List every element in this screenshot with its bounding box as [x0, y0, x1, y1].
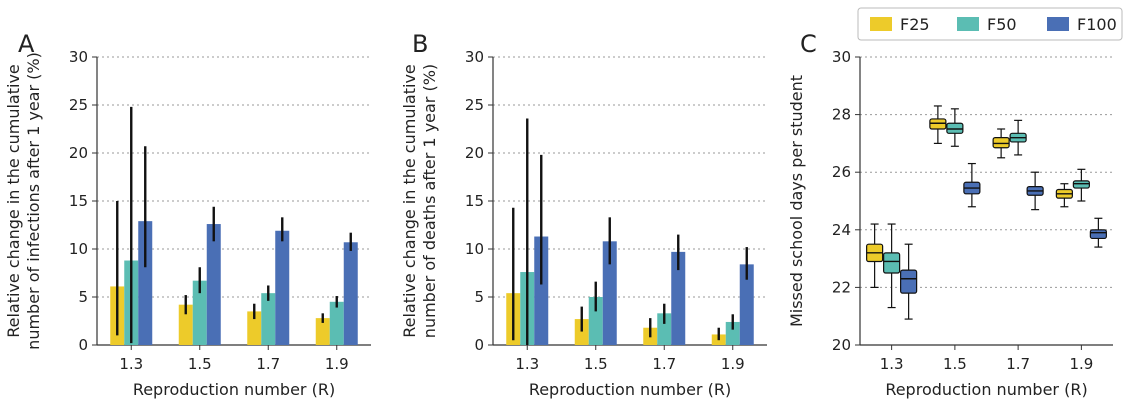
legend-swatch-f100 — [1047, 17, 1069, 31]
box-f25 — [929, 118, 947, 130]
y-tick-label: 24 — [832, 221, 851, 239]
bar-f25 — [315, 318, 330, 345]
y-axis-label: Missed school days per student — [787, 75, 806, 327]
panel-b: 0 5 10 15 20 25 30 1.3 1.5 1.7 1.9 Reproduction num… — [400, 30, 767, 399]
bar-f25 — [178, 304, 193, 345]
panel-label: C — [800, 30, 817, 58]
y-tick-label: 26 — [832, 163, 851, 181]
x-tick-label: 1.9 — [325, 355, 349, 373]
bar-f100 — [206, 224, 221, 345]
y-tick-label: 5 — [474, 288, 484, 306]
legend-label: F50 — [987, 15, 1017, 34]
panel-label: A — [18, 30, 35, 58]
box-f50 — [946, 122, 964, 134]
y-tick-label: 30 — [832, 48, 851, 66]
legend-swatch-f50 — [957, 17, 979, 31]
x-axis-label: Reproduction number (R) — [885, 380, 1087, 399]
box-f50 — [1072, 180, 1090, 189]
legend-box — [857, 7, 1123, 41]
y-tick-label: 20 — [465, 144, 484, 162]
y-tick-label: 5 — [78, 288, 88, 306]
x-tick-label: 1.7 — [652, 355, 676, 373]
y-tick-label: 30 — [465, 48, 484, 66]
legend-swatch-f25 — [870, 17, 892, 31]
bar-f50 — [329, 301, 344, 345]
panel-c: 20 22 24 26 28 30 1.3 1.5 1.7 1.9 Reproduction num… — [787, 7, 1123, 399]
box-f25 — [992, 137, 1010, 149]
y-tick-label: 30 — [69, 48, 88, 66]
panel-label: B — [412, 30, 428, 58]
x-tick-label: 1.3 — [515, 355, 539, 373]
y-tick-label: 28 — [832, 106, 851, 124]
x-tick-label: 1.5 — [943, 355, 967, 373]
x-tick-label: 1.5 — [584, 355, 608, 373]
y-tick-label: 20 — [832, 336, 851, 354]
y-axis-label: Relative change in the cumulative — [4, 64, 23, 338]
bar-f25 — [574, 319, 589, 345]
y-tick-label: 15 — [69, 192, 88, 210]
bar-f25 — [247, 311, 262, 345]
x-axis-label: Reproduction number (R) — [529, 380, 731, 399]
bar-f50 — [261, 293, 276, 345]
box-f50 — [883, 252, 901, 274]
bar-f50 — [192, 280, 207, 345]
legend-label: F25 — [900, 15, 930, 34]
x-tick-label: 1.5 — [188, 355, 212, 373]
bar-f100 — [602, 241, 617, 345]
bar-f100 — [138, 221, 153, 345]
bar-f100 — [343, 242, 358, 345]
bar-f50 — [657, 313, 672, 345]
legend-label: F100 — [1077, 15, 1117, 34]
y-axis-label: number of deaths after 1 year (%) — [420, 64, 439, 338]
y-tick-label: 0 — [474, 336, 484, 354]
panel-a: 0 5 10 15 20 25 30 1.3 1.5 1.7 1.9 Reproduction num… — [4, 30, 371, 399]
box-f100 — [1089, 229, 1107, 240]
y-tick-label: 25 — [69, 96, 88, 114]
y-tick-label: 0 — [78, 336, 88, 354]
bar-f50 — [588, 297, 603, 345]
y-axis-label: number of infections after 1 year (%) — [24, 52, 43, 350]
x-tick-label: 1.3 — [119, 355, 143, 373]
x-tick-label: 1.7 — [1006, 355, 1030, 373]
bar-f100 — [534, 236, 549, 345]
x-axis-label: Reproduction number (R) — [133, 380, 335, 399]
y-tick-label: 22 — [832, 278, 851, 296]
y-axis-label: Relative change in the cumulative — [400, 64, 419, 338]
y-tick-label: 25 — [465, 96, 484, 114]
y-tick-label: 10 — [465, 240, 484, 258]
y-tick-label: 10 — [69, 240, 88, 258]
x-tick-label: 1.7 — [256, 355, 280, 373]
bar-f100 — [739, 264, 754, 345]
bar-f50 — [725, 321, 740, 345]
box-f100 — [900, 269, 918, 294]
x-tick-label: 1.3 — [880, 355, 904, 373]
x-tick-label: 1.9 — [721, 355, 745, 373]
legend: F25 F50 F100 — [857, 7, 1123, 41]
bar-f100 — [671, 251, 686, 345]
y-tick-label: 15 — [465, 192, 484, 210]
x-tick-label: 1.9 — [1069, 355, 1093, 373]
bar-f100 — [275, 230, 290, 345]
y-tick-label: 20 — [69, 144, 88, 162]
